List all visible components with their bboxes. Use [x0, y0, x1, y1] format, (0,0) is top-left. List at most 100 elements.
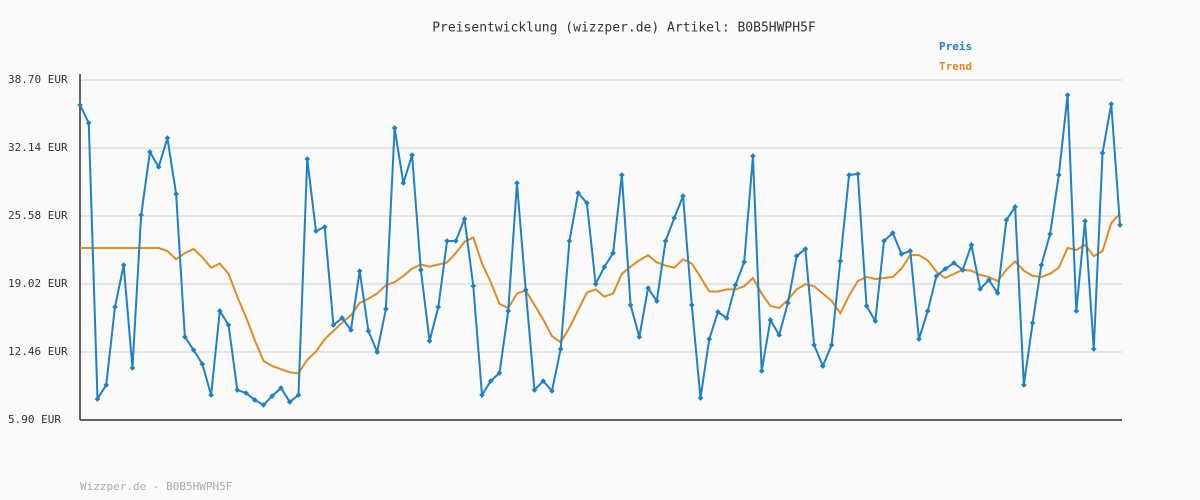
point-marker [688, 302, 695, 308]
point-marker [776, 332, 782, 338]
point-marker [540, 378, 547, 384]
y-tick-label: 5.90 EUR [8, 413, 61, 426]
point-marker [487, 378, 494, 384]
legend-label: Preis [939, 40, 972, 53]
point-marker [199, 361, 206, 367]
point-marker [1029, 320, 1036, 326]
point-marker [1108, 101, 1115, 107]
point-marker [452, 238, 459, 244]
point-marker [1090, 346, 1097, 352]
point-marker [251, 397, 258, 403]
point-marker [164, 135, 171, 141]
point-marker [409, 152, 415, 158]
point-marker [470, 283, 477, 289]
point-marker [1055, 172, 1062, 178]
point-marker [636, 334, 643, 340]
point-marker [933, 273, 940, 279]
point-marker [514, 180, 520, 186]
point-marker [671, 215, 678, 221]
point-marker [994, 290, 1001, 296]
point-marker [217, 308, 223, 314]
point-marker [1003, 217, 1010, 223]
point-marker [828, 342, 835, 348]
point-marker [986, 277, 992, 283]
point-marker [383, 306, 389, 312]
point-marker [811, 342, 817, 348]
y-tick-label: 19.02 EUR [8, 277, 68, 290]
point-marker [522, 287, 529, 293]
point-marker [286, 399, 293, 405]
point-marker [269, 393, 276, 399]
point-marker [278, 385, 284, 391]
point-marker [977, 286, 983, 292]
point-marker [942, 266, 949, 272]
point-marker [584, 200, 590, 206]
point-marker [173, 191, 179, 197]
point-marker [924, 308, 931, 314]
point-marker [356, 268, 363, 274]
point-marker [479, 392, 485, 398]
point-marker [723, 315, 730, 321]
point-marker [103, 382, 110, 388]
point-marker [881, 238, 887, 244]
point-marker [802, 246, 809, 252]
point-marker [907, 248, 914, 254]
point-marker [182, 334, 188, 340]
point-marker [531, 387, 538, 393]
point-marker [313, 228, 319, 234]
point-marker [549, 388, 555, 394]
point-marker [1064, 92, 1071, 98]
point-marker [653, 298, 660, 304]
point-marker [260, 402, 267, 408]
point-marker [767, 317, 774, 323]
point-marker [147, 149, 153, 155]
footer: Wizzper.de - B0B5HWPH5F [80, 480, 232, 493]
point-marker [846, 172, 852, 178]
point-marker [295, 392, 302, 398]
point-marker [680, 193, 686, 199]
point-marker [959, 267, 966, 273]
y-tick-label: 12.46 EUR [8, 345, 68, 358]
point-marker [330, 322, 337, 328]
point-marker [1117, 222, 1123, 228]
point-marker [741, 259, 748, 265]
point-marker [77, 102, 83, 108]
point-marker [1038, 262, 1045, 268]
series-line [80, 213, 1121, 375]
point-marker [1082, 218, 1088, 224]
point-marker [391, 125, 398, 131]
point-marker [348, 327, 354, 333]
point-marker [190, 347, 197, 353]
point-marker [758, 368, 765, 374]
point-marker [426, 338, 433, 344]
point-marker [505, 308, 512, 314]
point-marker [619, 172, 625, 178]
point-marker [85, 120, 92, 126]
point-marker [365, 328, 372, 334]
point-marker [557, 346, 564, 352]
legend-label: Trend [939, 60, 972, 73]
y-tick-label: 32.14 EUR [8, 141, 68, 154]
point-marker [732, 282, 739, 288]
point-marker [155, 164, 162, 170]
point-marker [785, 300, 791, 306]
point-marker [129, 365, 136, 371]
point-marker [575, 190, 581, 196]
point-marker [461, 216, 468, 222]
point-marker [1073, 308, 1080, 314]
y-tick-label: 38.70 EUR [8, 73, 68, 86]
point-marker [1012, 204, 1018, 210]
point-marker [444, 238, 450, 244]
point-marker [627, 302, 634, 308]
point-marker [400, 180, 407, 186]
point-marker [601, 264, 608, 270]
point-marker [706, 336, 713, 342]
chart-title: Preisentwicklung (wizzper.de) Artikel: B… [432, 21, 816, 36]
point-marker [898, 251, 905, 257]
point-marker [112, 304, 118, 310]
point-marker [120, 262, 127, 268]
point-marker [592, 281, 599, 287]
